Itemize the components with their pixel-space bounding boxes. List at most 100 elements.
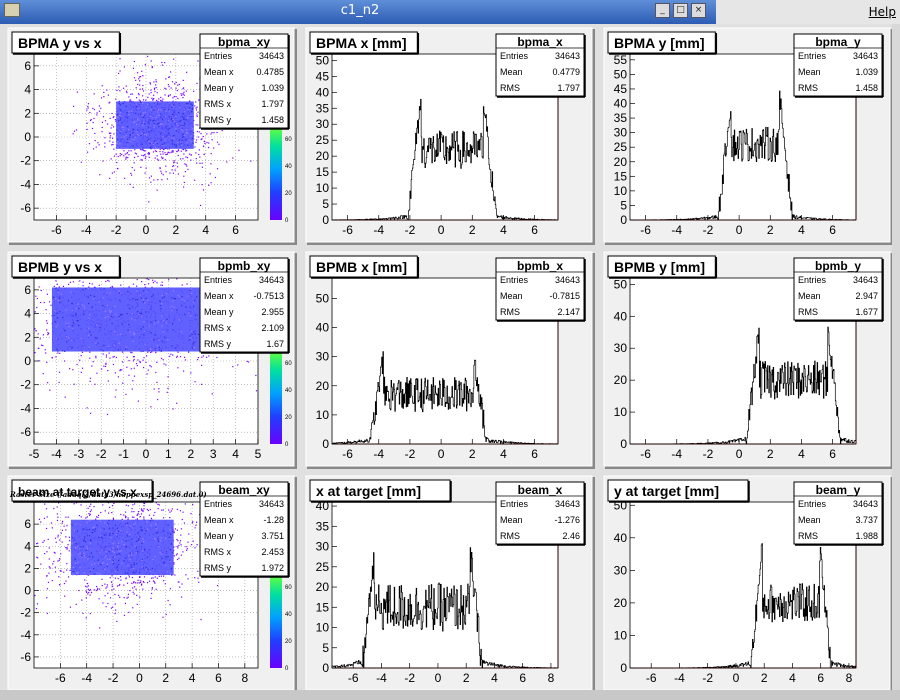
scatter-point (92, 121, 94, 124)
vertical-scrollbar[interactable] (892, 24, 900, 690)
scatter-point (134, 545, 136, 548)
scatter-point (208, 355, 210, 357)
scatter-point (136, 290, 138, 292)
scatter-point (141, 558, 143, 561)
y-tick-label: 20 (614, 373, 628, 387)
y-tick-label: 20 (614, 155, 628, 169)
x-tick-label: -2 (405, 223, 416, 237)
scatter-point (124, 511, 127, 513)
scatter-point (129, 331, 131, 333)
scatter-point (88, 317, 90, 320)
scatter-point (36, 297, 38, 300)
root-canvas[interactable]: 0 20 40 60 -6 -4 -2 0 2 4 6 -6 -4 -2 0 2 4 6 BPMA y vs x bp… (0, 24, 900, 700)
scatter-point (138, 76, 141, 78)
scatter-point (153, 388, 155, 390)
scatter-point (161, 325, 163, 327)
minimize-button[interactable]: _ (655, 3, 670, 18)
horizontal-scrollbar[interactable] (0, 690, 900, 700)
help-menu[interactable]: Help (868, 5, 896, 19)
y-tick-label: 0 (24, 584, 31, 598)
palette-tick-label: 60 (285, 585, 292, 591)
scatter-point (180, 331, 183, 333)
scatter-point (163, 580, 165, 582)
scatter-point (183, 181, 185, 184)
scatter-point (87, 107, 89, 109)
scatter-point (104, 137, 106, 139)
scatter-point (210, 152, 212, 155)
scatter-point (116, 141, 119, 143)
scatter-point (188, 153, 191, 155)
scatter-point (128, 286, 130, 288)
scatter-point (111, 137, 114, 139)
scatter-point (118, 292, 121, 294)
scatter-point (112, 547, 114, 549)
scatter-point (81, 367, 84, 369)
scatter-point (163, 148, 165, 151)
scatter-point (196, 82, 198, 85)
scatter-point (186, 283, 188, 285)
scatter-point (125, 156, 127, 158)
window-titlebar[interactable]: c1_n2 _ □ × (0, 0, 716, 25)
scatter-point (180, 544, 182, 546)
scatter-point (164, 152, 166, 154)
scatter-point (162, 144, 164, 146)
scatter-point (93, 286, 96, 289)
scatter-point (185, 306, 187, 308)
scatter-point (173, 111, 175, 113)
y-tick-label: -2 (20, 606, 31, 620)
stats-value: 2.109 (261, 323, 284, 333)
stats-key: Entries (798, 275, 827, 285)
scatter-point (116, 566, 118, 568)
scatter-point (75, 547, 77, 550)
scatter-point (140, 101, 142, 103)
x-tick-label: 2 (761, 671, 768, 685)
x-tick-label: 2 (173, 223, 180, 237)
scatter-point (159, 551, 161, 554)
scatter-point (43, 301, 45, 304)
scatter-point (143, 330, 146, 333)
scatter-point (97, 562, 100, 564)
scatter-point (182, 133, 184, 136)
scatter-point (86, 128, 88, 131)
scatter-point (143, 505, 145, 507)
scatter-point (126, 531, 128, 533)
scatter-point (61, 529, 63, 531)
scatter-point (119, 90, 121, 92)
scatter-point (59, 352, 61, 354)
stats-key: Entries (798, 499, 827, 509)
scatter-point (100, 529, 102, 531)
scatter-point (82, 537, 85, 540)
scatter-point (134, 582, 137, 584)
scatter-point (181, 116, 184, 118)
scatter-point (164, 583, 166, 585)
scatter-point (155, 523, 157, 526)
scatter-point (60, 349, 62, 352)
x-tick-label: 6 (829, 223, 836, 237)
maximize-button[interactable]: □ (673, 3, 688, 18)
scatter-point (144, 283, 146, 286)
scatter-point (88, 346, 90, 348)
scatter-point (101, 578, 103, 580)
scatter-point (142, 301, 145, 303)
close-button[interactable]: × (691, 3, 706, 18)
scatter-point (209, 173, 211, 175)
scatter-point (180, 142, 182, 144)
stats-name: bpmb_xy (218, 259, 271, 273)
scatter-point (129, 100, 131, 102)
scatter-point (101, 538, 104, 540)
scatter-point (113, 133, 115, 135)
scatter-point (73, 130, 76, 132)
scatter-point (194, 146, 196, 148)
scatter-point (145, 134, 148, 136)
scatter-point (126, 91, 128, 94)
scatter-point (139, 576, 141, 578)
